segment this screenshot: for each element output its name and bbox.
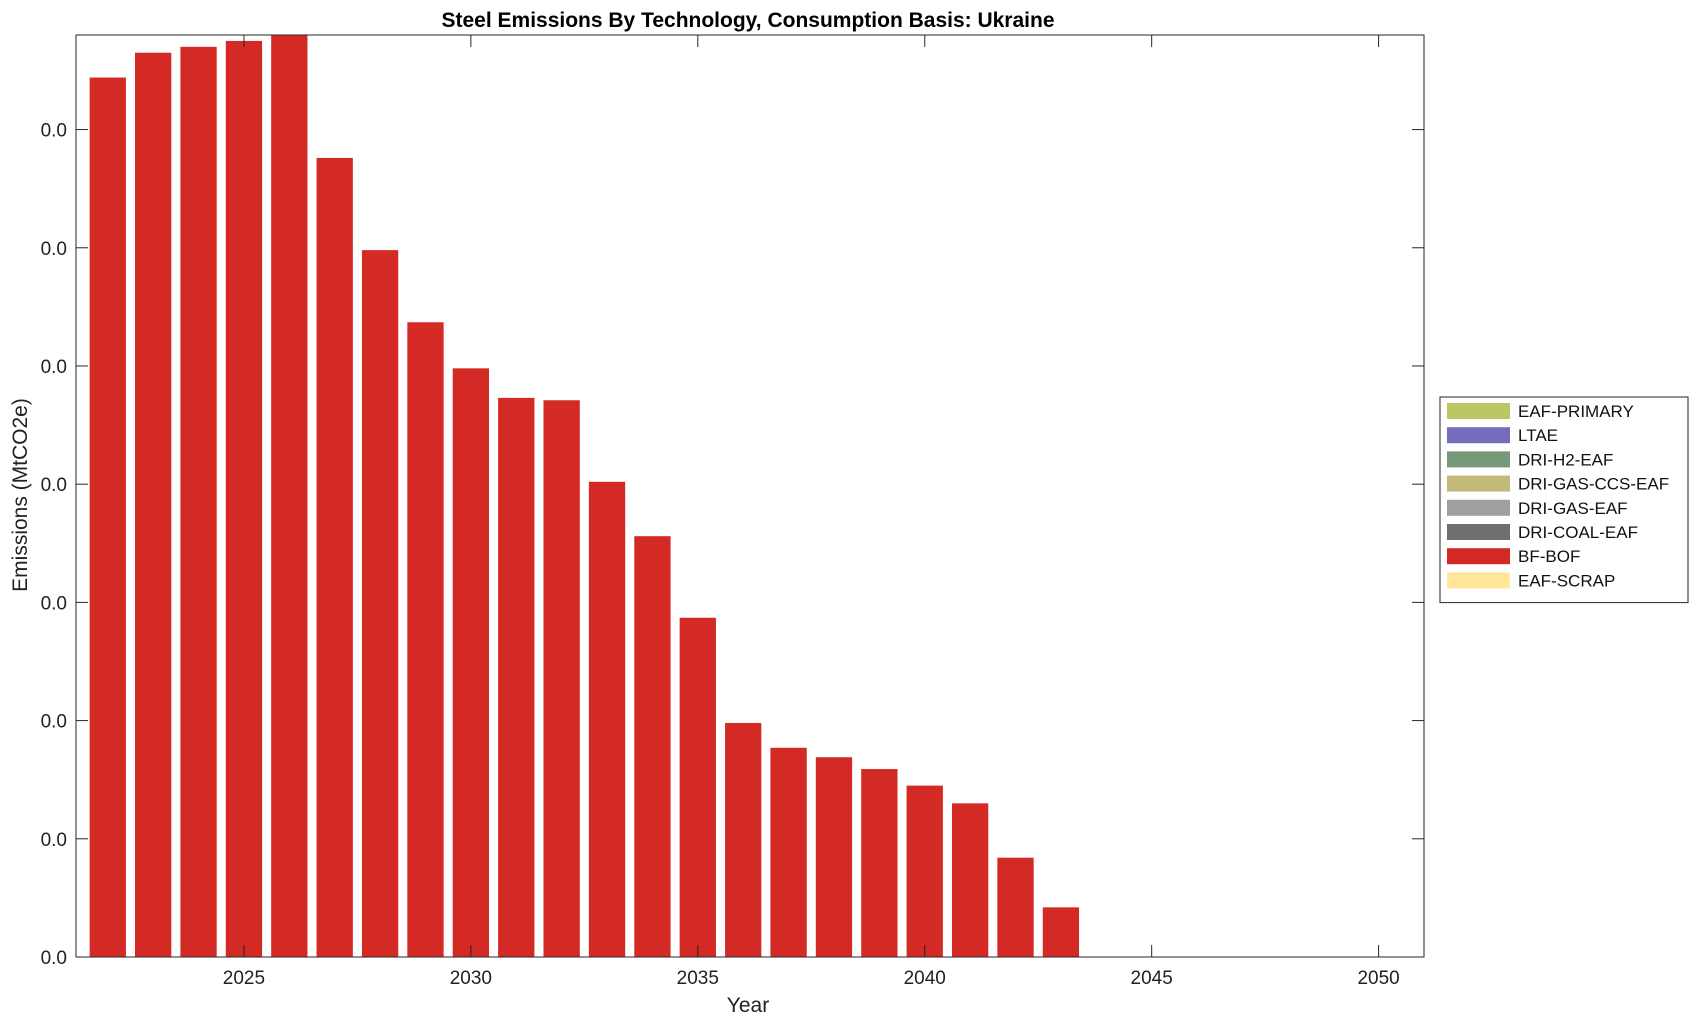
bar-bf-bof-2042 xyxy=(997,857,1034,957)
bar-bf-bof-2032 xyxy=(543,400,580,957)
legend-swatch-eaf-primary xyxy=(1447,403,1510,419)
bar-bf-bof-2022 xyxy=(89,77,126,958)
x-tick-label: 2025 xyxy=(223,968,265,989)
bar-bf-bof-2034 xyxy=(634,536,671,957)
legend-swatch-bf-bof xyxy=(1447,548,1510,565)
y-tick-label: 0.0 xyxy=(41,948,67,969)
y-tick-label: 0.0 xyxy=(41,121,67,142)
y-axis-ticks: 0.0 0.0 0.0 0.0 0.0 0.0 0.0 0.0 xyxy=(41,121,1424,969)
legend-label-dri-gas-eaf: DRI-GAS-EAF xyxy=(1518,499,1628,518)
legend-swatch-dri-coal-eaf xyxy=(1447,524,1510,540)
legend-swatch-eaf-scrap xyxy=(1447,572,1510,589)
x-tick-label: 2030 xyxy=(450,968,492,989)
x-axis-label: Year xyxy=(727,994,769,1017)
legend-swatch-dri-h2-eaf xyxy=(1447,451,1510,468)
bar-bf-bof-2026 xyxy=(271,35,308,957)
plot-area: 2025 2030 2035 2040 2045 2050 0.00.00.00.00.0… xyxy=(41,34,1425,989)
legend-label-bf-bof: BF-BOF xyxy=(1518,547,1580,566)
x-tick-label: 2040 xyxy=(904,968,946,989)
legend-label-eaf-primary: EAF-PRIMARY xyxy=(1518,402,1634,421)
y-tick-label: 0.0 xyxy=(41,475,67,496)
bar-bf-bof-2031 xyxy=(498,397,535,957)
y-tick-label: 0.0 xyxy=(41,239,67,260)
x-tick-label: 2050 xyxy=(1357,968,1399,989)
bar-bf-bof-2040 xyxy=(906,785,943,957)
chart-title: Steel Emissions By Technology, Consumpti… xyxy=(441,9,1054,32)
bar-bf-bof-2029 xyxy=(407,322,444,957)
legend-label-dri-coal-eaf: DRI-COAL-EAF xyxy=(1518,523,1638,542)
legend-label-dri-h2-eaf: DRI-H2-EAF xyxy=(1518,450,1613,469)
x-axis-ticks: 2025 2030 2035 2040 2045 2050 xyxy=(223,35,1400,989)
bar-bf-bof-2043 xyxy=(1042,907,1080,957)
bar-bf-bof-2041 xyxy=(951,803,989,957)
bar-bf-bof-2024 xyxy=(180,46,217,958)
legend-label-eaf-scrap: EAF-SCRAP xyxy=(1518,571,1615,590)
legend-swatch-dri-gas-eaf xyxy=(1447,499,1510,516)
bar-bf-bof-2035 xyxy=(679,617,716,957)
y-axis-label: Emissions (MtCO2e) xyxy=(9,398,32,592)
bar-bf-bof-2027 xyxy=(316,157,353,957)
y-tick-label: 0.0 xyxy=(41,830,67,851)
bar-bf-bof-2039 xyxy=(861,769,898,957)
legend-swatch-ltae xyxy=(1447,427,1510,444)
legend: EAF-PRIMARY LTAE DRI-H2-EAF DRI-GAS-CCS-EAF… xyxy=(1439,396,1689,604)
y-tick-label: 0.0 xyxy=(41,357,67,378)
y-tick-label: 0.0 xyxy=(41,712,67,733)
bars xyxy=(89,35,1080,958)
x-tick-label: 2035 xyxy=(677,968,719,989)
bar-bf-bof-2030 xyxy=(452,368,490,957)
bar-bf-bof-2033 xyxy=(588,481,626,957)
bar-bf-bof-2025 xyxy=(225,40,263,957)
legend-label-ltae: LTAE xyxy=(1518,426,1558,445)
plot-frame xyxy=(75,34,1425,958)
legend-label-dri-gas-ccs-eaf: DRI-GAS-CCS-EAF xyxy=(1518,475,1669,494)
legend-swatch-dri-gas-ccs-eaf xyxy=(1447,475,1510,492)
bar-bf-bof-2028 xyxy=(361,250,399,958)
x-tick-label: 2045 xyxy=(1131,968,1173,989)
bar-bf-bof-2036 xyxy=(725,722,762,957)
bar-bf-bof-2023 xyxy=(135,52,172,957)
bar-bf-bof-2037 xyxy=(770,747,807,957)
bar-bf-bof-2038 xyxy=(815,757,853,957)
legend-items: EAF-PRIMARY LTAE DRI-H2-EAF DRI-GAS-CCS-EAF… xyxy=(1447,402,1669,590)
y-tick-label: 0.0 xyxy=(41,593,67,614)
